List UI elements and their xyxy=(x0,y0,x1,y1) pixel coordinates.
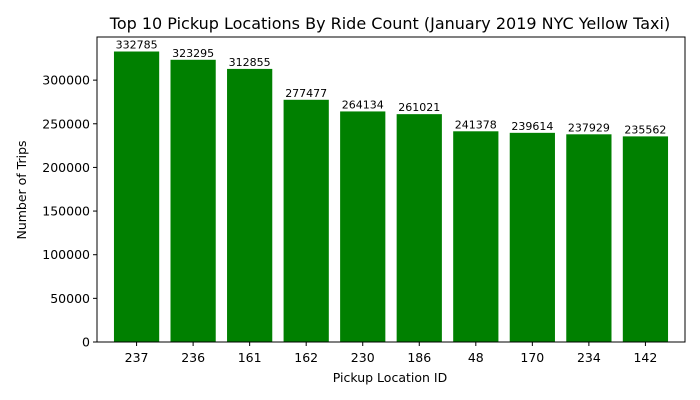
data-label-237: 332785 xyxy=(116,39,158,52)
data-label-186: 261021 xyxy=(398,101,440,114)
y-tick-label-250000: 250000 xyxy=(42,116,90,131)
bar-237 xyxy=(113,51,160,342)
x-tick-label-186: 186 xyxy=(407,350,431,365)
x-tick-label-48: 48 xyxy=(468,350,484,365)
y-tick-label-200000: 200000 xyxy=(42,160,90,175)
bar-236 xyxy=(170,59,216,342)
bar-234 xyxy=(566,134,612,342)
x-tick-label-237: 237 xyxy=(125,350,149,365)
data-label-234: 237929 xyxy=(568,121,610,134)
x-tick-label-162: 162 xyxy=(294,350,318,365)
plot-frame xyxy=(96,36,686,343)
x-axis-label: Pickup Location ID xyxy=(333,370,447,385)
bar-161 xyxy=(227,68,273,342)
x-axis-ticks: 237 236 161 162 230 186 48 170 234 142 xyxy=(125,342,657,365)
y-axis-label: Number of Trips xyxy=(14,140,29,239)
y-tick-label-100000: 100000 xyxy=(42,247,90,262)
data-label-170: 239614 xyxy=(511,120,553,133)
y-tick-label-0: 0 xyxy=(82,335,90,350)
x-tick-label-230: 230 xyxy=(351,350,375,365)
x-tick-label-236: 236 xyxy=(181,350,205,365)
y-tick-label-50000: 50000 xyxy=(50,291,90,306)
data-labels-group: 332785 323295 312855 277477 264134 261021 2413… xyxy=(116,39,667,137)
data-label-162: 277477 xyxy=(285,87,327,100)
x-tick-label-161: 161 xyxy=(238,350,262,365)
y-tick-label-300000: 300000 xyxy=(42,73,90,88)
data-label-236: 323295 xyxy=(172,47,214,60)
data-label-142: 235562 xyxy=(624,123,666,136)
bar-230 xyxy=(340,111,386,342)
chart-title: Top 10 Pickup Locations By Ride Count (J… xyxy=(109,14,670,33)
data-label-230: 264134 xyxy=(342,98,384,111)
bar-162 xyxy=(283,99,329,342)
x-tick-label-170: 170 xyxy=(520,350,544,365)
bar-170 xyxy=(509,132,555,342)
bar-186 xyxy=(396,114,442,343)
y-axis-ticks: 0 50000 100000 150000 200000 250000 300000 xyxy=(42,73,97,350)
bars-group xyxy=(113,51,669,343)
x-tick-label-142: 142 xyxy=(633,350,657,365)
data-label-161: 312855 xyxy=(229,56,271,69)
x-tick-label-234: 234 xyxy=(577,350,601,365)
y-tick-label-150000: 150000 xyxy=(42,204,90,219)
data-label-48: 241378 xyxy=(455,118,497,131)
bar-142 xyxy=(622,136,669,342)
bar-48 xyxy=(453,131,499,342)
